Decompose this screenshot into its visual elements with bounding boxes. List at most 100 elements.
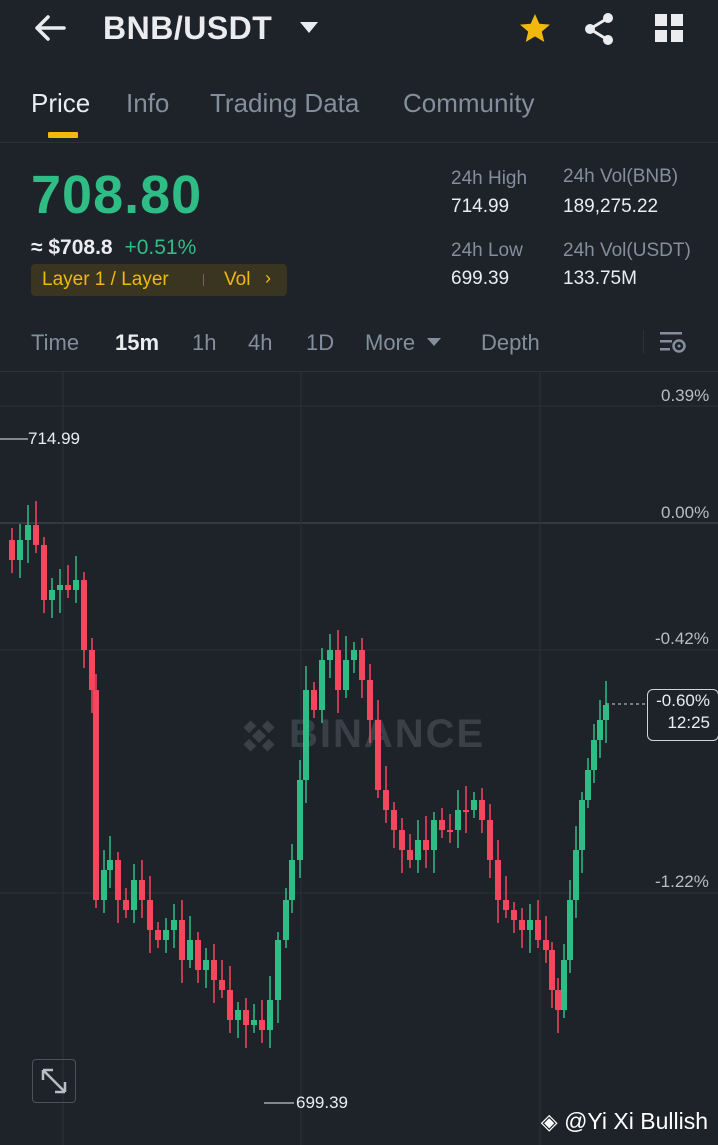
candle-body (503, 900, 509, 910)
candle-body (591, 740, 597, 770)
candle-body (555, 990, 561, 1010)
toolbar-divider (643, 330, 644, 354)
tab-info[interactable]: Info (126, 88, 170, 118)
candle-body (367, 680, 373, 720)
more-caret-icon (427, 338, 441, 346)
candle-body (579, 800, 585, 850)
star-icon[interactable] (518, 12, 552, 46)
candle-body (171, 920, 177, 930)
tf-depth[interactable]: Depth (481, 330, 540, 355)
candle-body (335, 650, 341, 690)
candle-body (179, 920, 185, 960)
grid-menu-icon[interactable] (655, 14, 683, 42)
candle-body (9, 540, 15, 560)
high-marker-label: 714.99 (28, 429, 80, 448)
candle-body (297, 780, 303, 860)
axis-label-top: 0.39% (661, 386, 710, 405)
category-label: Layer 1 / Layer (42, 269, 169, 290)
candle-body (25, 525, 31, 540)
fullscreen-button[interactable] (32, 1059, 76, 1103)
candle-body (543, 940, 549, 950)
tf-time[interactable]: Time (31, 330, 80, 355)
pair-title[interactable]: BNB/USDT (103, 10, 273, 46)
candle-body (597, 720, 603, 740)
back-arrow-icon[interactable] (34, 14, 66, 42)
candle-body (275, 940, 281, 1000)
tf-more[interactable]: More (365, 330, 416, 355)
price-change: +0.51% (124, 236, 197, 259)
candle-body (463, 810, 469, 812)
candle-body (115, 860, 121, 900)
candle-body (455, 810, 461, 830)
candle-body (211, 960, 217, 980)
high-value: 714.99 (451, 196, 510, 217)
chevron-down-icon[interactable] (300, 22, 318, 34)
candle-body (235, 1010, 241, 1020)
candle-body (343, 660, 349, 690)
candle-body (585, 770, 591, 800)
candle-body (163, 930, 169, 940)
candle-body (33, 525, 39, 545)
candle-body (535, 920, 541, 940)
last-change: -0.60% (656, 691, 710, 710)
candle-body (319, 660, 325, 710)
tab-community[interactable]: Community (403, 88, 535, 118)
candle-body (549, 950, 555, 990)
last-price-tag: -0.60% 12:25 (647, 689, 718, 741)
chart-settings-icon[interactable] (659, 330, 687, 356)
tf-1h[interactable]: 1h (192, 330, 217, 355)
candle-body (81, 580, 87, 650)
candle-body (391, 810, 397, 830)
low-label: 24h Low (451, 240, 523, 261)
axis-label-zero: 0.00% (661, 503, 710, 522)
tf-4h[interactable]: 4h (248, 330, 273, 355)
candle-body (359, 650, 365, 680)
candle-body (471, 800, 477, 810)
candle-body (423, 840, 429, 850)
section-tabs: Price Info Trading Data Community (0, 78, 718, 143)
vol-usdt-label: 24h Vol(USDT) (563, 240, 691, 261)
candle-body (147, 900, 153, 930)
candle-body (123, 900, 129, 910)
author-name: @Yi Xi Bullish (564, 1108, 708, 1134)
tf-1d[interactable]: 1D (306, 330, 335, 355)
candle-body (187, 940, 193, 960)
candle-body (107, 860, 113, 870)
candle-body (479, 800, 485, 820)
candle-body (283, 900, 289, 940)
last-price: 708.80 (31, 165, 203, 225)
candle-body (603, 705, 609, 720)
candle-countdown: 12:25 (667, 713, 710, 732)
candle-body (527, 920, 533, 930)
candles (0, 438, 646, 1104)
candle-body (93, 690, 99, 900)
candle-body (487, 820, 493, 860)
candle-body (65, 585, 71, 590)
candle-body (289, 860, 295, 900)
candle-body (375, 720, 381, 790)
candle-body (155, 930, 161, 940)
candle-body (73, 580, 79, 590)
candle-body (383, 790, 389, 810)
tf-15m[interactable]: 15m (115, 330, 160, 355)
category-tag[interactable]: Layer 1 / Layer Vol › (31, 264, 287, 296)
tab-trading-data[interactable]: Trading Data (210, 88, 360, 118)
candle-body (131, 880, 137, 910)
chevron-right-icon: › (265, 268, 271, 288)
chart-top-border (0, 371, 718, 372)
high-label: 24h High (451, 168, 528, 189)
candlestick-chart[interactable] (0, 372, 718, 1145)
tab-price[interactable]: Price (31, 88, 91, 118)
active-tab-indicator (48, 132, 78, 138)
share-icon[interactable] (583, 12, 615, 46)
candle-body (139, 880, 145, 900)
candle-body (49, 590, 55, 600)
candle-body (227, 990, 233, 1020)
low-marker-label: 699.39 (296, 1093, 348, 1112)
candle-body (303, 690, 309, 780)
candle-body (41, 545, 47, 600)
expand-icon (41, 1068, 67, 1094)
candle-body (203, 960, 209, 970)
vol-bnb-value: 189,275.22 (563, 196, 659, 217)
candle-body (439, 820, 445, 830)
